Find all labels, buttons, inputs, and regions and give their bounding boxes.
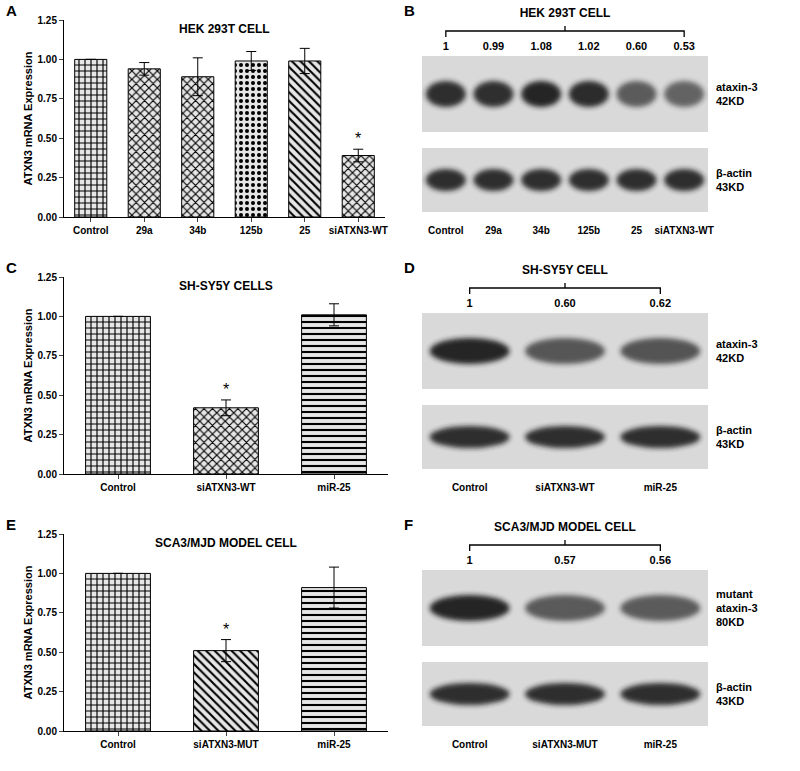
html-text:E: E (6, 516, 16, 533)
svg-text:43KD: 43KD (716, 695, 744, 707)
svg-text:siATXN3-MUT: siATXN3-MUT (193, 739, 258, 750)
svg-text:34b: 34b (189, 225, 206, 236)
svg-text:miR-25: miR-25 (644, 739, 678, 750)
svg-text:miR-25: miR-25 (644, 482, 678, 493)
svg-text:β-actin: β-actin (716, 424, 752, 436)
svg-text:Control: Control (73, 225, 109, 236)
svg-text:ATXN3 mRNA Expression: ATXN3 mRNA Expression (22, 308, 34, 442)
svg-text:SCA3/MJD MODEL CELL: SCA3/MJD MODEL CELL (494, 520, 636, 534)
svg-text:Control: Control (452, 739, 488, 750)
svg-text:ATXN3 mRNA Expression: ATXN3 mRNA Expression (22, 565, 34, 699)
svg-text:β-actin: β-actin (716, 167, 752, 179)
svg-text:25: 25 (631, 225, 643, 236)
svg-text:80KD: 80KD (716, 616, 744, 628)
svg-text:0.50: 0.50 (38, 133, 58, 144)
svg-text:Control: Control (100, 482, 136, 493)
svg-text:0.00: 0.00 (38, 469, 58, 480)
svg-text:0.25: 0.25 (38, 686, 58, 697)
svg-text:1.25: 1.25 (38, 272, 58, 283)
svg-text:ataxin-3: ataxin-3 (716, 338, 758, 350)
svg-text:0.00: 0.00 (38, 726, 58, 737)
svg-text:HEK 293T CELL: HEK 293T CELL (179, 22, 270, 36)
svg-text:34b: 34b (533, 225, 550, 236)
svg-text:42KD: 42KD (716, 352, 744, 364)
svg-text:Control: Control (100, 739, 136, 750)
svg-text:siATXN3-WT: siATXN3-WT (329, 225, 388, 236)
svg-text:0.57: 0.57 (554, 554, 575, 566)
svg-text:1.00: 1.00 (38, 311, 58, 322)
svg-text:29a: 29a (485, 225, 502, 236)
svg-text:1.08: 1.08 (530, 40, 551, 52)
svg-text:1: 1 (467, 554, 473, 566)
svg-text:ataxin-3: ataxin-3 (716, 602, 758, 614)
html-text:B: B (404, 2, 415, 19)
svg-text:ATXN3 mRNA Expression: ATXN3 mRNA Expression (22, 51, 34, 185)
svg-text:0.25: 0.25 (38, 429, 58, 440)
html-text:D: D (404, 259, 415, 276)
svg-text:1: 1 (467, 297, 473, 309)
svg-text:125b: 125b (577, 225, 600, 236)
svg-text:miR-25: miR-25 (317, 739, 351, 750)
svg-text:0.60: 0.60 (626, 40, 647, 52)
svg-text:β-actin: β-actin (716, 681, 752, 693)
svg-text:1.02: 1.02 (578, 40, 599, 52)
svg-text:siATXN3-MUT: siATXN3-MUT (532, 739, 597, 750)
svg-text:0.00: 0.00 (38, 212, 58, 223)
svg-text:0.75: 0.75 (38, 607, 58, 618)
svg-text:siATXN3-WT: siATXN3-WT (196, 482, 255, 493)
svg-text:HEK 293T CELL: HEK 293T CELL (520, 6, 611, 20)
svg-text:43KD: 43KD (716, 438, 744, 450)
svg-text:1: 1 (443, 40, 449, 52)
svg-text:*: * (223, 381, 229, 398)
svg-text:0.75: 0.75 (38, 93, 58, 104)
svg-text:siATXN3-WT: siATXN3-WT (535, 482, 594, 493)
svg-text:0.50: 0.50 (38, 647, 58, 658)
svg-text:1.00: 1.00 (38, 54, 58, 65)
html-text:A: A (6, 2, 17, 19)
html-text:C: C (6, 259, 17, 276)
svg-text:25: 25 (299, 225, 311, 236)
svg-text:SCA3/MJD MODEL CELL: SCA3/MJD MODEL CELL (155, 536, 297, 550)
svg-text:0.62: 0.62 (650, 297, 671, 309)
svg-text:43KD: 43KD (716, 181, 744, 193)
svg-text:1.25: 1.25 (38, 15, 58, 26)
svg-text:0.50: 0.50 (38, 390, 58, 401)
svg-text:0.56: 0.56 (650, 554, 671, 566)
svg-text:miR-25: miR-25 (317, 482, 351, 493)
svg-text:SH-SY5Y CELL: SH-SY5Y CELL (522, 263, 608, 277)
svg-text:mutant: mutant (716, 588, 753, 600)
svg-text:*: * (223, 621, 229, 638)
svg-text:29a: 29a (136, 225, 153, 236)
svg-text:Control: Control (452, 482, 488, 493)
svg-text:ataxin-3: ataxin-3 (716, 81, 758, 93)
svg-text:0.60: 0.60 (554, 297, 575, 309)
svg-text:Control: Control (428, 225, 464, 236)
svg-text:siATXN3-WT: siATXN3-WT (655, 225, 714, 236)
svg-text:0.75: 0.75 (38, 350, 58, 361)
svg-text:1.00: 1.00 (38, 568, 58, 579)
svg-text:42KD: 42KD (716, 95, 744, 107)
svg-text:SH-SY5Y CELLS: SH-SY5Y CELLS (179, 279, 273, 293)
svg-text:1.25: 1.25 (38, 529, 58, 540)
svg-text:125b: 125b (240, 225, 263, 236)
svg-text:*: * (355, 130, 361, 147)
svg-text:0.53: 0.53 (673, 40, 694, 52)
html-text:F: F (404, 516, 414, 533)
svg-text:0.25: 0.25 (38, 172, 58, 183)
svg-text:0.99: 0.99 (483, 40, 504, 52)
